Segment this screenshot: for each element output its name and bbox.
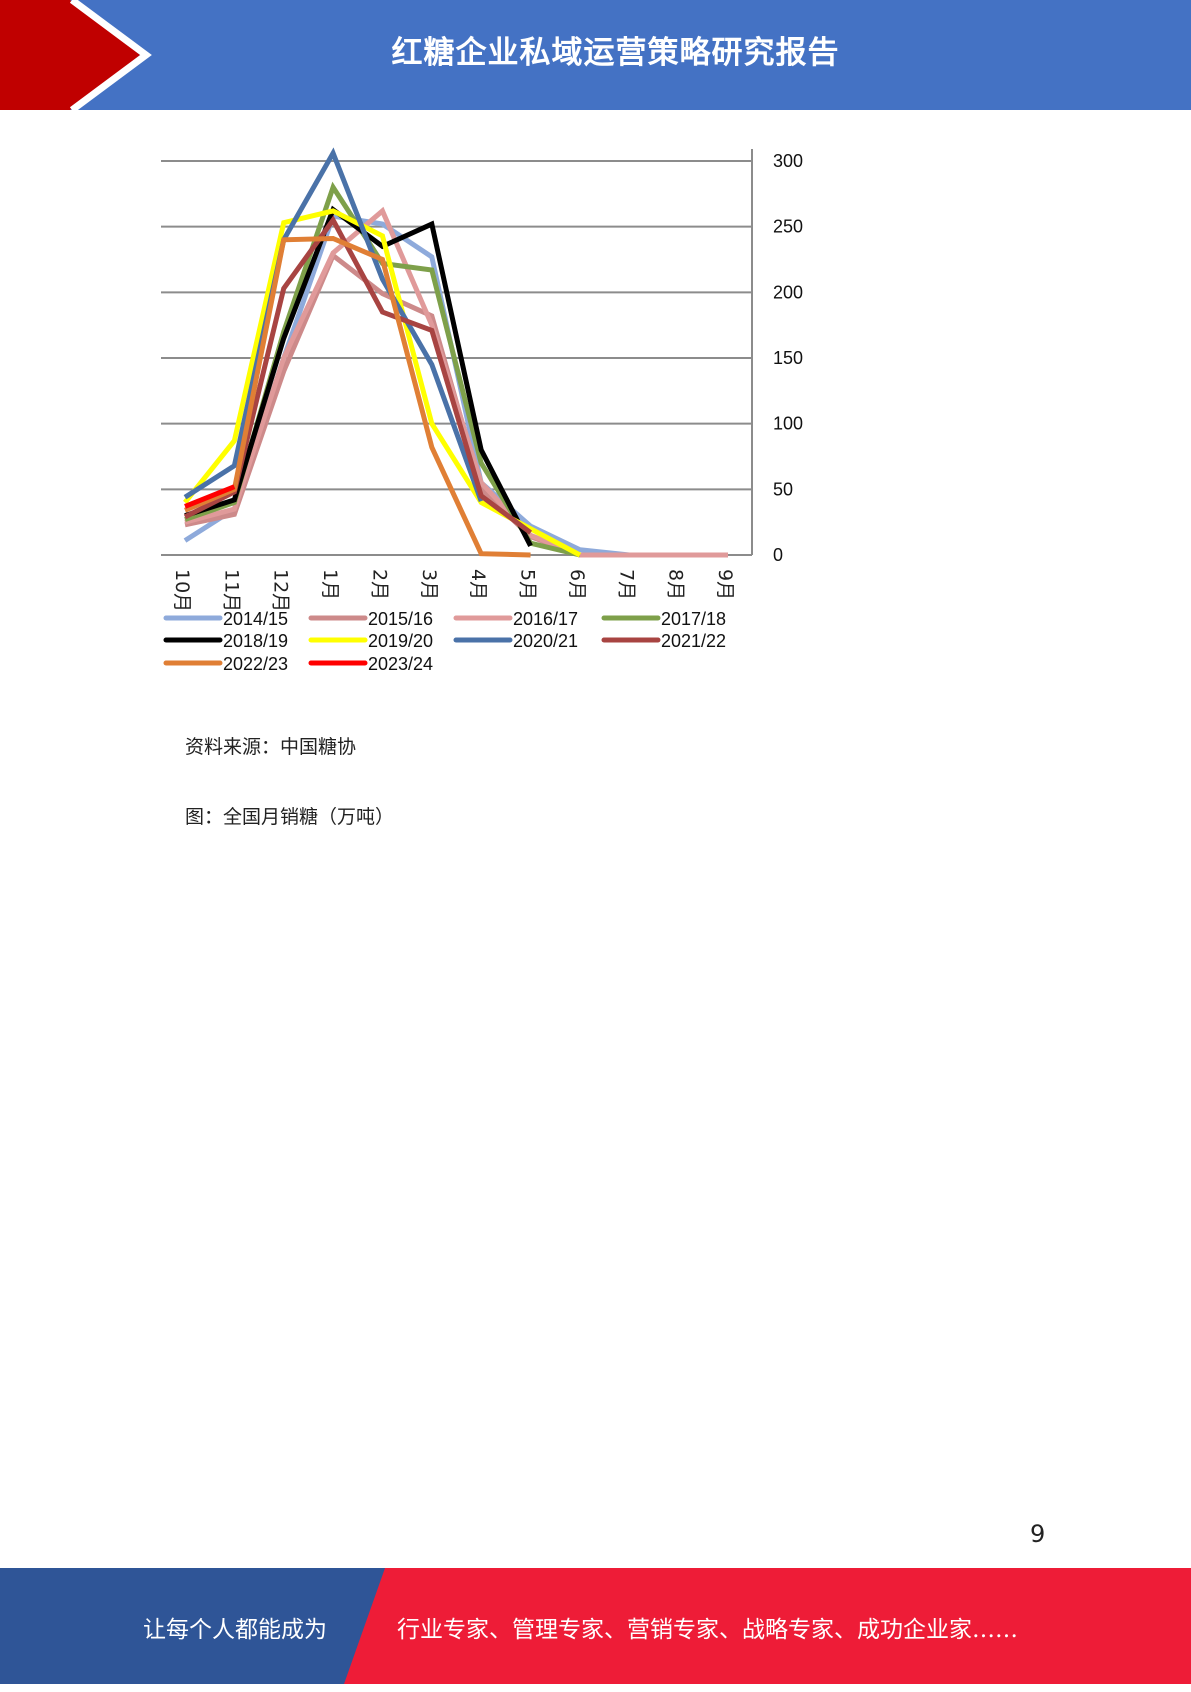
y-tick-label: 300	[773, 151, 803, 171]
monthly-sugar-sales-chart: 0 50 100 150 200 250 300 10月 11月 12月 1月 2月 3月 4月 5月 6月 7…	[161, 147, 803, 674]
legend-label: 2015/16	[368, 609, 433, 629]
x-tick-label: 10月	[171, 569, 193, 612]
footer-slogan-right: 行业专家、管理专家、营销专家、战略专家、成功企业家……	[397, 1617, 1018, 1643]
y-tick-label: 200	[773, 282, 803, 302]
series-line-2022-23	[184, 235, 531, 558]
x-tick-label: 5月	[517, 569, 539, 600]
series-line-2018-19	[184, 205, 533, 547]
source-note: 资料来源：中国糖协	[185, 736, 357, 758]
legend-label: 2019/20	[368, 631, 433, 651]
legend-label: 2020/21	[513, 631, 578, 651]
header-chevron-decoration	[0, 0, 152, 110]
x-tick-label: 11月	[220, 569, 242, 612]
x-tick-label: 12月	[270, 569, 292, 612]
x-tick-label: 1月	[319, 569, 341, 600]
x-tick-label: 6月	[566, 569, 588, 600]
y-tick-label: 250	[773, 217, 803, 237]
series-line-2020-21	[183, 147, 484, 503]
header-banner: 红糖企业私域运营策略研究报告	[0, 0, 1191, 110]
x-tick-label: 4月	[467, 569, 489, 600]
series-line-2023-24	[184, 484, 236, 509]
legend-label: 2023/24	[368, 654, 433, 674]
legend-label: 2022/23	[223, 654, 288, 674]
legend-label: 2014/15	[223, 609, 288, 629]
legend-label: 2017/18	[661, 609, 726, 629]
report-title: 红糖企业私域运营策略研究报告	[391, 35, 840, 71]
page-number: 9	[1030, 1520, 1046, 1548]
legend-label: 2021/22	[661, 631, 726, 651]
x-tick-label: 7月	[615, 569, 637, 600]
footer-background	[0, 1568, 1191, 1684]
x-tick-label: 9月	[714, 569, 736, 600]
x-tick-label: 3月	[418, 569, 440, 600]
y-tick-label: 0	[773, 545, 783, 565]
series-line-2016-17	[184, 206, 728, 558]
y-tick-label: 100	[773, 414, 803, 434]
x-tick-label: 8月	[665, 569, 687, 600]
y-tick-label: 150	[773, 348, 803, 368]
figure-caption: 图：全国月销糖（万吨）	[185, 806, 395, 828]
x-tick-label: 2月	[368, 569, 390, 600]
legend-label: 2018/19	[223, 631, 288, 651]
legend-label: 2016/17	[513, 609, 578, 629]
footer-slogan-left: 让每个人都能成为	[143, 1617, 327, 1643]
footer-banner: 让每个人都能成为 行业专家、管理专家、营销专家、战略专家、成功企业家……	[0, 1568, 1191, 1684]
y-tick-label: 50	[773, 479, 793, 499]
